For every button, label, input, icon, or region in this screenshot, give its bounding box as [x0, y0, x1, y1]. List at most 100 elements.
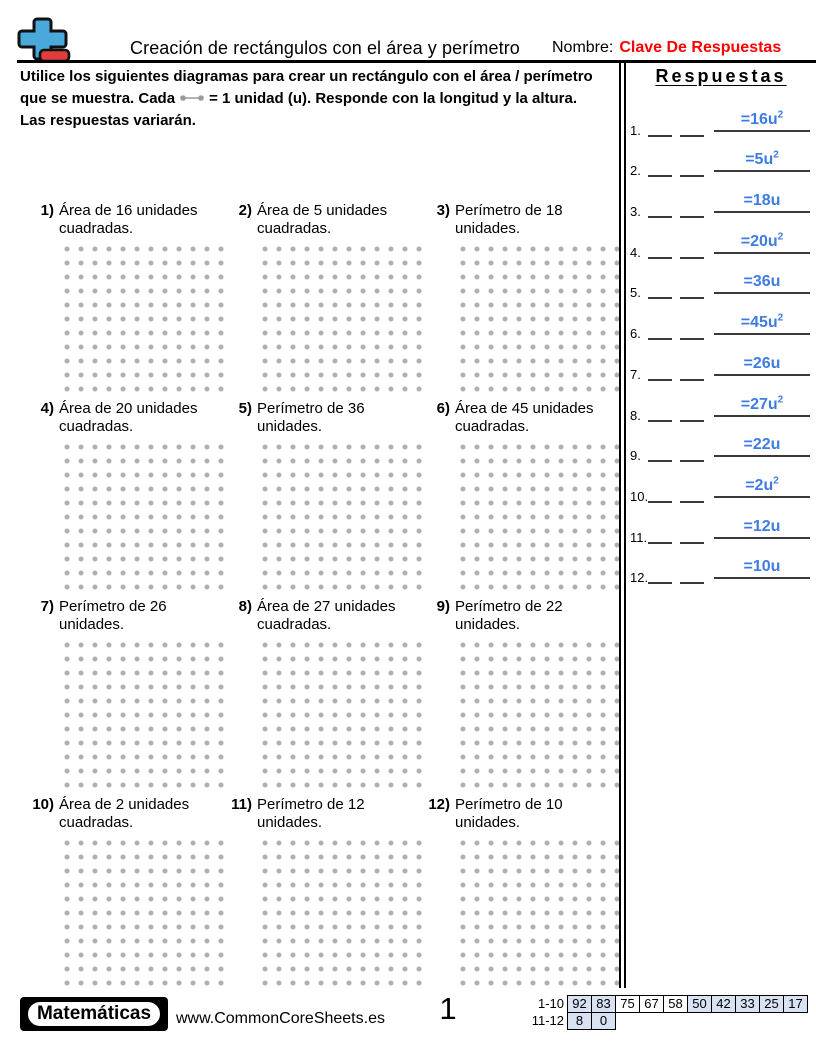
- answer-blank-height[interactable]: [680, 541, 704, 544]
- answer-blank-length[interactable]: [648, 175, 672, 178]
- score-cell: 33: [735, 995, 760, 1013]
- answer-row: 6. =45u2: [630, 303, 812, 344]
- problem-header: 10) Área de 2 unidades cuadradas.: [28, 796, 226, 833]
- answer-line: =26u: [714, 353, 810, 376]
- problem-text: Área de 27 unidades cuadradas.: [257, 598, 396, 633]
- score-table: 1-10 92 83 75 67 58 50 42 33: [518, 995, 808, 1030]
- answer-value: =16u2: [740, 109, 784, 128]
- dot-grid[interactable]: [258, 836, 426, 990]
- answer-line: =36u: [714, 272, 810, 295]
- problem: 3) Perímetro de 18 unidades.: [424, 202, 624, 400]
- answer-line: =16u2: [714, 109, 810, 132]
- problem-header: 6) Área de 45 unidades cuadradas.: [424, 400, 622, 437]
- problem-number: 11): [231, 796, 252, 813]
- problem-number: 10): [32, 796, 54, 813]
- answer-blank-height[interactable]: [680, 500, 704, 503]
- score-row-1: 1-10 92 83 75 67 58 50 42 33: [518, 995, 808, 1013]
- answer-row: 9. =22u: [630, 426, 812, 467]
- dot-grid[interactable]: [456, 440, 624, 594]
- problem-number: 5): [238, 400, 252, 417]
- score-row-2: 11-12 8 0: [518, 1012, 808, 1030]
- answer-blank-length[interactable]: [648, 500, 672, 503]
- problem: 5) Perímetro de 36 unidades.: [226, 400, 426, 598]
- problem-text: Área de 5 unidades cuadradas.: [257, 202, 388, 237]
- answer-blank-length[interactable]: [648, 541, 672, 544]
- answer-blank-length[interactable]: [648, 256, 672, 259]
- answers-list: 1. =16u2 2. =5u2 3: [630, 100, 812, 588]
- answer-line: =45u2: [714, 313, 810, 336]
- dot-grid[interactable]: [258, 440, 426, 594]
- dot-grid[interactable]: [456, 242, 624, 396]
- answer-blank-height[interactable]: [680, 460, 704, 463]
- answer-blank-height[interactable]: [680, 175, 704, 178]
- problem: 1) Área de 16 unidades cuadradas.: [28, 202, 228, 400]
- problem-number: 9): [436, 598, 450, 615]
- problem-header: 2) Área de 5 unidades cuadradas.: [226, 202, 424, 239]
- problem-text: Área de 20 unidades cuadradas.: [59, 400, 198, 435]
- problem-header: 4) Área de 20 unidades cuadradas.: [28, 400, 226, 437]
- answer-blank-length[interactable]: [648, 297, 672, 300]
- score-cell: 25: [759, 995, 784, 1013]
- problems-grid: 1) Área de 16 unidades cuadradas. 2) Áre…: [28, 202, 624, 994]
- answer-value: =18u: [743, 192, 781, 210]
- answer-blank-length[interactable]: [648, 338, 672, 341]
- problem-header: 9) Perímetro de 22 unidades.: [424, 598, 622, 635]
- answer-blank-height[interactable]: [680, 419, 704, 422]
- dot-grid[interactable]: [258, 638, 426, 792]
- answer-blank-length[interactable]: [648, 216, 672, 219]
- answer-blank-height[interactable]: [680, 256, 704, 259]
- dot-grid[interactable]: [456, 836, 624, 990]
- problem-number: 2): [238, 202, 252, 219]
- dot-grid[interactable]: [60, 638, 228, 792]
- answer-blank-height[interactable]: [680, 134, 704, 137]
- problem-text: Perímetro de 18 unidades.: [455, 202, 563, 237]
- dot-grid[interactable]: [60, 242, 228, 396]
- answer-blank-length[interactable]: [648, 378, 672, 381]
- dot-grid[interactable]: [60, 440, 228, 594]
- problem-header: 1) Área de 16 unidades cuadradas.: [28, 202, 226, 239]
- problem-number: 8): [238, 598, 252, 615]
- subject-badge-label: Matemáticas: [25, 1000, 163, 1028]
- answer-blank-length[interactable]: [648, 134, 672, 137]
- answer-number: 4.: [630, 244, 641, 260]
- dot-grid[interactable]: [60, 836, 228, 990]
- answer-blank-length[interactable]: [648, 419, 672, 422]
- answer-key-label: Clave De Respuestas: [619, 39, 782, 56]
- answer-blank-height[interactable]: [680, 582, 704, 585]
- answer-blank-height[interactable]: [680, 378, 704, 381]
- score-cell: 58: [663, 995, 688, 1013]
- problem-text: Área de 45 unidades cuadradas.: [455, 400, 594, 435]
- answer-blank-length[interactable]: [648, 460, 672, 463]
- answer-value: =26u: [743, 354, 781, 372]
- problem: 8) Área de 27 unidades cuadradas.: [226, 598, 426, 796]
- name-label: Nombre:: [552, 39, 614, 56]
- score-row1-label: 1-10: [537, 996, 564, 1011]
- problem-text: Área de 16 unidades cuadradas.: [59, 202, 198, 237]
- answer-blank-height[interactable]: [680, 338, 704, 341]
- answer-blank-length[interactable]: [648, 582, 672, 585]
- instructions-line1: Utilice los siguientes diagramas para cr…: [20, 68, 593, 85]
- instructions: Utilice los siguientes diagramas para cr…: [20, 66, 626, 132]
- problem-number: 1): [40, 202, 54, 219]
- problem-header: 3) Perímetro de 18 unidades.: [424, 202, 622, 239]
- problem-text: Perímetro de 10 unidades.: [455, 796, 563, 831]
- dot-grid[interactable]: [456, 638, 624, 792]
- answer-number: 12.: [630, 570, 649, 586]
- answer-number: 7.: [630, 366, 641, 382]
- answer-row: 12. =10u: [630, 548, 812, 589]
- score-cell: 75: [615, 995, 640, 1013]
- answer-number: 3.: [630, 204, 641, 220]
- dot-grid[interactable]: [258, 242, 426, 396]
- answer-blank-height[interactable]: [680, 216, 704, 219]
- score-cell: 42: [711, 995, 736, 1013]
- problem-header: 8) Área de 27 unidades cuadradas.: [226, 598, 424, 635]
- answer-row: 4. =20u2: [630, 222, 812, 263]
- answer-row: 3. =18u: [630, 181, 812, 222]
- problem: 9) Perímetro de 22 unidades.: [424, 598, 624, 796]
- score-cell: 83: [591, 995, 616, 1013]
- subject-badge: Matemáticas: [20, 997, 168, 1031]
- problem-header: 5) Perímetro de 36 unidades.: [226, 400, 424, 437]
- answer-row: 11. =12u: [630, 507, 812, 548]
- problem: 6) Área de 45 unidades cuadradas.: [424, 400, 624, 598]
- answer-blank-height[interactable]: [680, 297, 704, 300]
